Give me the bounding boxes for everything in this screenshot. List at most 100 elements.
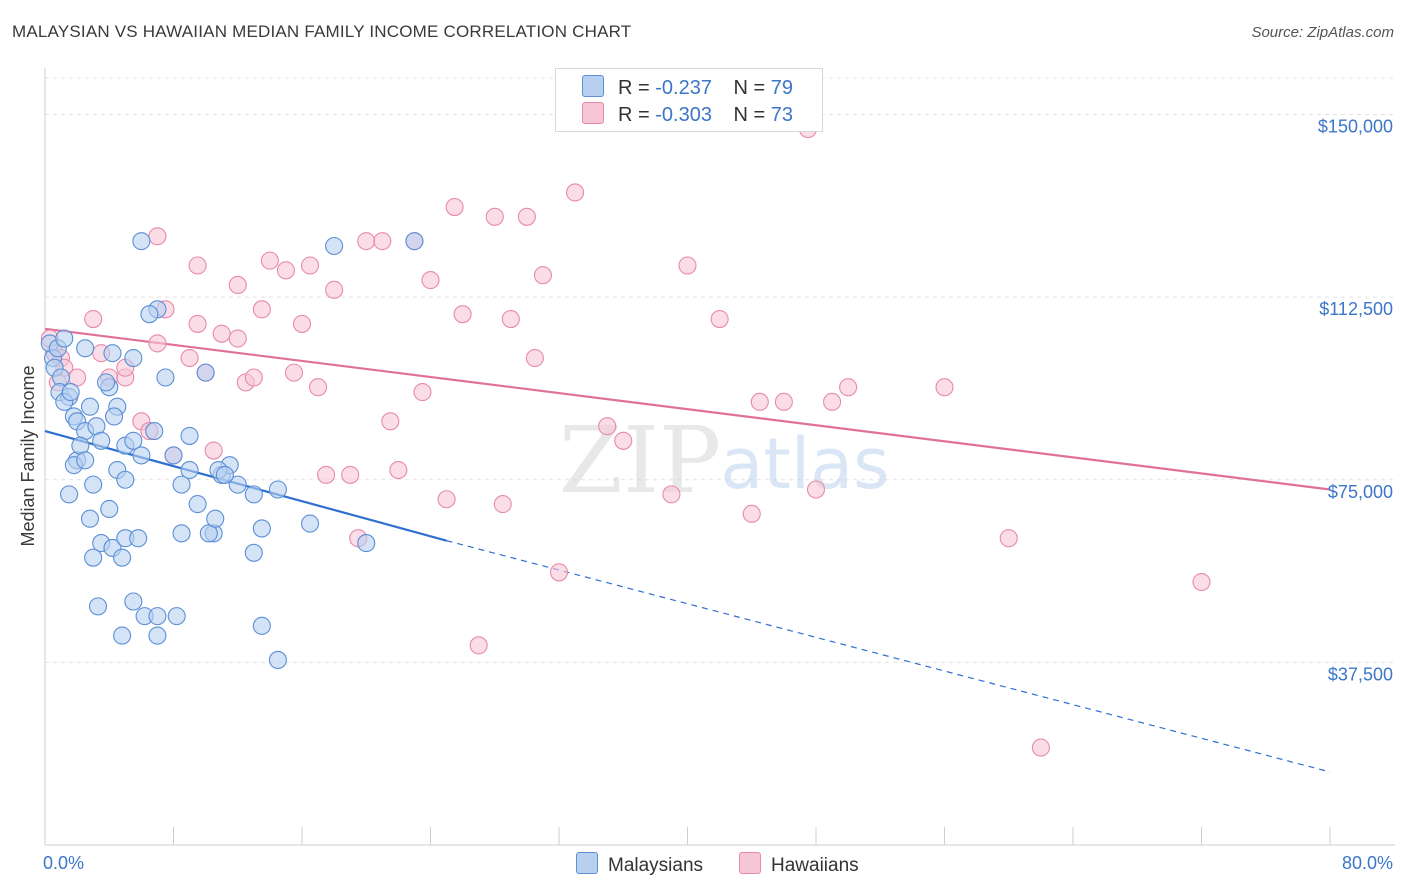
hawaiian-point: [373, 232, 392, 251]
malaysian-point: [252, 519, 271, 538]
hawaiian-point: [445, 198, 464, 217]
tick-labels: $37,500 $75,000 $112,500 $150,000 0.0% 80.0%: [43, 117, 1393, 873]
malaysian-point: [196, 363, 215, 382]
hawaiian-point: [750, 392, 769, 411]
hawaiian-point: [525, 348, 544, 368]
x-tick-label: 80.0%: [1342, 853, 1393, 873]
malaysian-point: [76, 339, 95, 358]
hawaiian-point: [469, 636, 488, 655]
hawaiian-point: [662, 485, 681, 504]
malaysian-point: [357, 534, 376, 553]
legend-item-malaysians[interactable]: Malaysians: [576, 852, 703, 877]
watermark: ZIP atlas: [559, 407, 890, 514]
malaysian-point: [405, 232, 424, 251]
malaysian-point: [180, 426, 199, 445]
hawaiian-point: [935, 378, 954, 397]
hawaiian-point: [148, 227, 167, 246]
hawaiian-point: [501, 310, 520, 329]
y-tick-label: $75,000: [1328, 482, 1393, 502]
malaysian-point: [132, 232, 151, 251]
malaysian-point: [105, 407, 124, 426]
hawaiian-point: [1031, 738, 1050, 757]
hawaiian-point: [999, 529, 1018, 548]
hawaiian-point: [493, 495, 512, 514]
hawaiian-point: [84, 310, 103, 329]
malaysian-point: [88, 597, 108, 616]
malaysian-point: [188, 495, 207, 514]
hawaiian-trend-line: [44, 327, 1331, 491]
malaysian-point: [140, 305, 159, 324]
hawaiian-point: [300, 256, 320, 275]
chart-title: MALAYSIAN VS HAWAIIAN MEDIAN FAMILY INCO…: [12, 22, 632, 41]
hawaiian-point: [453, 305, 472, 324]
malaysian-point: [145, 422, 164, 441]
trend-lines: [44, 327, 1331, 773]
legend-n-label: N =: [733, 77, 766, 99]
correlation-legend: R = -0.237 N = 79 R = -0.303 N = 73: [555, 68, 823, 132]
hawaiian-point: [678, 256, 697, 275]
hawaiian-point: [276, 261, 295, 280]
hawaiian-point: [309, 378, 328, 397]
malaysian-point: [84, 548, 103, 567]
legend-r-label: R =: [618, 77, 650, 99]
malaysian-point: [96, 373, 116, 392]
hawaiian-point: [228, 275, 247, 295]
y-tick-label: $37,500: [1328, 664, 1393, 684]
hawaiian-point: [839, 378, 858, 397]
hawaiian-point: [252, 300, 271, 319]
hawaiian-point: [284, 363, 304, 382]
malaysian-point: [113, 548, 132, 567]
hawaiian-point: [317, 465, 336, 484]
hawaiian-point: [341, 465, 360, 484]
source-label: Source: ZipAtlas.com: [1251, 24, 1394, 41]
malaysian-point: [156, 368, 175, 387]
hawaiian-point: [413, 383, 432, 402]
y-axis-label: Median Family Income: [18, 365, 38, 546]
legend-r-label: R =: [618, 104, 650, 126]
hawaiian-point: [598, 417, 617, 436]
hawaiian-point: [188, 256, 207, 275]
malaysian-point: [228, 475, 247, 494]
malaysian-point: [172, 524, 191, 543]
malaysian-point: [80, 509, 100, 528]
legend-row-hawaiians: R = -0.303 N = 73: [582, 102, 793, 126]
legend-n-value: 79: [770, 77, 794, 99]
legend-label-malaysians: Malaysians: [608, 855, 704, 876]
legend-n-label: N =: [733, 104, 766, 126]
hawaiian-point: [437, 490, 456, 509]
watermark-zip: ZIP: [559, 407, 721, 514]
malaysian-point: [252, 616, 271, 635]
malaysian-point: [132, 446, 151, 465]
hawaiian-point: [517, 207, 536, 226]
hawaiian-point: [806, 480, 826, 499]
malaysian-point: [244, 543, 263, 562]
gridlines: [45, 77, 1395, 663]
malaysian-point: [268, 650, 287, 669]
malaysian-point: [215, 465, 234, 484]
hawaiian-point: [389, 460, 408, 480]
watermark-atlas: atlas: [720, 423, 889, 505]
hawaiian-point: [774, 392, 793, 411]
hawaiian-point: [180, 348, 199, 368]
malaysian-point: [76, 451, 95, 470]
hawaiian-point: [292, 314, 312, 333]
data-points: [40, 120, 1211, 757]
hawaiian-point: [357, 232, 376, 251]
malaysian-point: [103, 344, 122, 363]
hawaiian-point: [533, 266, 552, 285]
malaysian-point: [167, 607, 186, 626]
legend-swatch-blue: [576, 852, 598, 874]
legend-item-hawaiians[interactable]: Hawaiians: [739, 852, 859, 877]
malaysian-point: [300, 514, 320, 533]
malaysian-point: [325, 236, 344, 256]
series-legend: Malaysians Hawaiians: [0, 852, 1406, 878]
hawaiian-point: [212, 324, 231, 343]
malaysian-point: [55, 329, 74, 348]
malaysian-point: [268, 480, 287, 499]
malaysian-point: [100, 499, 119, 519]
malaysian-point: [206, 509, 225, 528]
legend-swatch-pink: [582, 102, 604, 124]
malaysian-point: [92, 431, 111, 450]
malaysian-point: [148, 626, 167, 645]
